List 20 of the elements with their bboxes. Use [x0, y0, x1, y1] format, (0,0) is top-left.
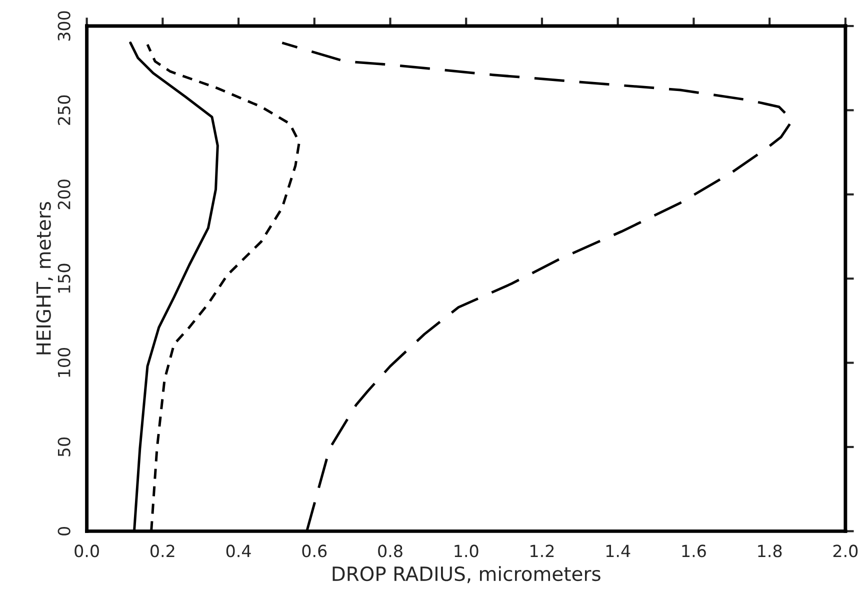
x-tick-label: 1.4 — [606, 544, 630, 558]
y-tick-label: 100 — [58, 348, 70, 377]
x-tick-label: 1.0 — [454, 544, 478, 558]
y-tick-label: 250 — [58, 95, 70, 125]
y-tick-label: 150 — [58, 264, 70, 293]
x-tick-label: 0.6 — [302, 544, 327, 558]
x-tick-label: 0.8 — [378, 544, 402, 558]
x-tick-label: 0.4 — [226, 544, 251, 558]
y-tick-label: 300 — [58, 11, 70, 41]
x-tick-label: 1.6 — [682, 544, 706, 558]
x-tick-label: 0.2 — [150, 544, 174, 558]
x-tick-label: 2.0 — [833, 544, 858, 558]
y-axis-title: HEIGHT, meters — [36, 202, 53, 354]
x-tick-label: 0.0 — [74, 544, 99, 558]
x-tick-label: 1.2 — [530, 544, 554, 558]
x-axis-title: DROP RADIUS, micrometers — [332, 566, 600, 584]
y-tick-label: 200 — [58, 180, 70, 210]
y-tick-label: 50 — [58, 437, 70, 456]
x-tick-label: 1.8 — [758, 544, 782, 558]
y-tick-label: 0 — [58, 526, 70, 536]
